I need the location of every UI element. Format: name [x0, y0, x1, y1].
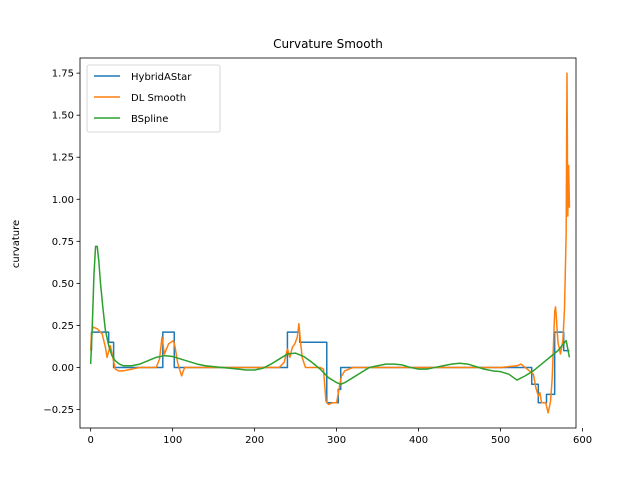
y-tick-label: 0.50 [52, 279, 74, 290]
x-tick-label: 300 [327, 435, 346, 446]
y-tick-label: 1.50 [52, 111, 74, 122]
plot-frame [79, 57, 577, 429]
y-tick-label: −0.25 [43, 405, 74, 416]
x-tick-label: 200 [245, 435, 264, 446]
legend-label-bspline: BSpline [131, 114, 168, 125]
legend-box [86, 64, 221, 133]
x-tick-label: 100 [163, 435, 182, 446]
y-tick-label: 0.25 [52, 321, 74, 332]
y-tick-label: 1.25 [52, 153, 74, 164]
x-tick-label: 400 [409, 435, 428, 446]
y-axis-label: curvature [11, 220, 22, 268]
y-tick-label: 0.75 [52, 237, 74, 248]
series-layer [89, 72, 571, 414]
y-tick-label: 1.75 [52, 69, 74, 80]
legend-label-dl-smooth: DL Smooth [131, 93, 186, 104]
x-tick-label: 0 [87, 435, 93, 446]
x-tick-label: 600 [573, 435, 592, 446]
legend: HybridAStar DL Smooth BSpline [86, 64, 221, 133]
y-tick-label: 1.00 [52, 195, 74, 206]
x-tick-label: 500 [491, 435, 510, 446]
y-tick-label: 0.00 [52, 363, 74, 374]
series-line-bspline [89, 245, 571, 386]
ticks-layer: 0 100 200 300 400 500 600 −0.25 0.00 0.25 0.50 0.75… [43, 69, 592, 446]
chart-title: Curvature Smooth [273, 37, 383, 51]
legend-label-hybridastar: HybridAStar [131, 72, 192, 83]
series-line-dl-smooth [89, 72, 571, 414]
series-line-hybridastar [90, 331, 570, 404]
